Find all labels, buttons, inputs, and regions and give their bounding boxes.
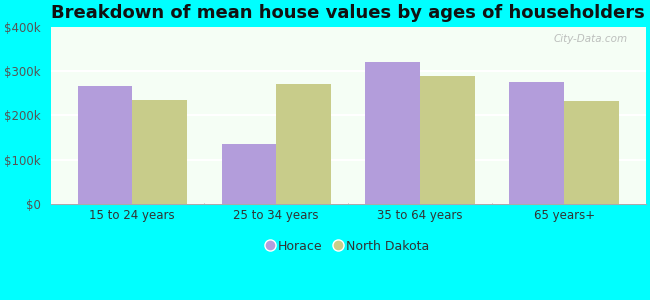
Bar	[276, 84, 331, 204]
Bar	[222, 144, 276, 204]
Title: Breakdown of mean house values by ages of householders: Breakdown of mean house values by ages o…	[51, 4, 645, 22]
Bar	[132, 100, 187, 204]
Bar	[365, 62, 420, 204]
Text: City-Data.com: City-Data.com	[554, 34, 628, 44]
Legend: Horace, North Dakota: Horace, North Dakota	[262, 236, 435, 258]
Bar	[510, 82, 564, 204]
Bar	[420, 76, 475, 204]
Bar	[564, 101, 619, 204]
Bar	[77, 86, 132, 204]
